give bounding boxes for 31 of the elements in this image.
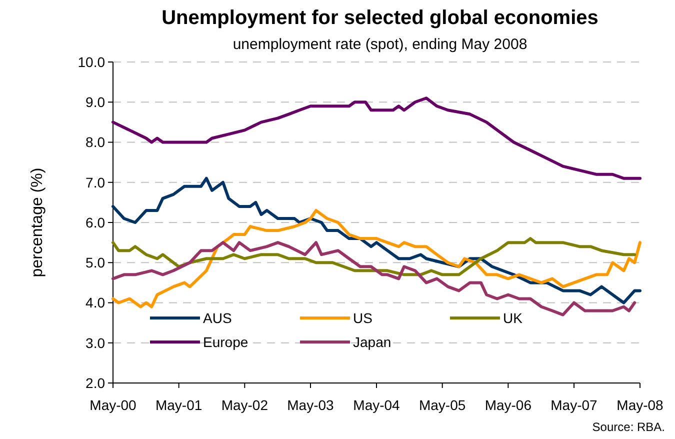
y-axis-title: percentage (%) (29, 168, 46, 278)
line-series (112, 208, 642, 308)
x-tick-label: May-06 (484, 397, 532, 413)
y-tick-label: 8.0 (86, 134, 106, 150)
y-tick-label: 7.0 (86, 174, 106, 190)
x-tick-label: May-04 (353, 397, 400, 413)
legend-label: UK (503, 310, 524, 326)
line-series (112, 237, 636, 276)
chart-subtitle: unemployment rate (spot), ending May 2008 (232, 36, 528, 53)
legend-label: AUS (203, 310, 232, 326)
line-series (112, 96, 642, 180)
y-tick-label: 5.0 (86, 254, 106, 271)
y-tick-label: 2.0 (86, 374, 106, 391)
x-tick-label: May-03 (287, 397, 334, 413)
source-note: Source: RBA. (592, 420, 665, 434)
y-tick-label: 10.0 (78, 54, 106, 70)
legend-label: Europe (203, 334, 248, 350)
y-tick-label: 4.0 (86, 294, 106, 311)
x-tick-label: May-01 (155, 397, 202, 413)
x-tick-label: May-05 (418, 397, 466, 413)
legend-label: Japan (353, 334, 392, 350)
legend-label: US (353, 310, 372, 326)
x-tick-label: May-02 (221, 397, 268, 413)
y-tick-label: 9.0 (86, 94, 106, 110)
chart-title: Unemployment for selected global economies (162, 7, 598, 29)
line-series (112, 176, 642, 304)
x-tick-label: May-00 (90, 397, 137, 413)
y-tick-label: 3.0 (86, 334, 106, 351)
x-tick-label: May-07 (550, 397, 598, 413)
x-tick-label: May-08 (616, 397, 664, 413)
y-tick-label: 6.0 (86, 214, 106, 230)
